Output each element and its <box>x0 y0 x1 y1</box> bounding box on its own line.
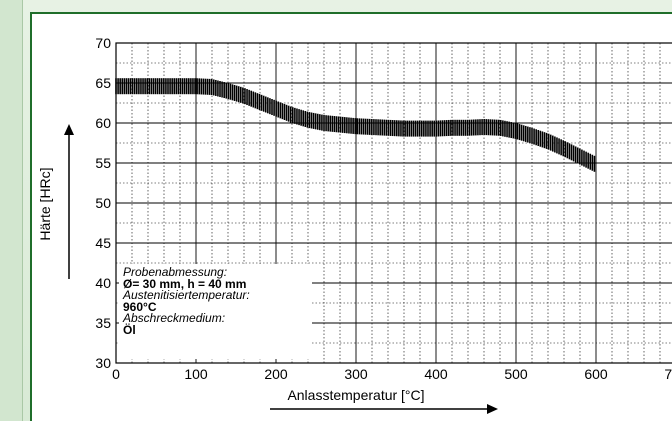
info-value-austenitizing: 960°C <box>123 299 157 314</box>
info-value-quench: Öl <box>123 322 136 337</box>
y-tick-label: 30 <box>95 355 111 371</box>
info-value-dimensions: Ø= 30 mm, h = 40 mm <box>123 276 247 291</box>
y-tick-label: 45 <box>95 235 111 251</box>
x-tick-label: 300 <box>344 366 368 382</box>
x-tick-label: 100 <box>184 366 208 382</box>
info-label-quench: Abschreckmedium: <box>123 311 226 326</box>
info-label-austenitizing: Austenitisiertemperatur: <box>123 288 250 303</box>
chart-panel: 0 100 200 300 400 500 600 700 30 35 40 45 50 55 60 65 70… <box>30 12 672 421</box>
y-tick-label: 40 <box>95 275 111 291</box>
x-tick-label: 200 <box>264 366 288 382</box>
x-tick-label: 400 <box>424 366 448 382</box>
info-label-dimensions: Probenabmessung: <box>123 265 228 279</box>
grid <box>116 43 672 363</box>
data-band <box>115 78 596 172</box>
y-axis-arrowhead <box>64 124 74 135</box>
y-tick-label: 60 <box>95 115 111 131</box>
x-axis-label: Anlasstemperatur [°C] <box>287 387 424 403</box>
y-tick-label: 50 <box>95 195 111 211</box>
chart-svg: 0 100 200 300 400 500 600 700 30 35 40 45 50 55 60 65 70… <box>37 35 672 414</box>
plot-border <box>115 42 672 364</box>
y-tick-label: 65 <box>95 75 111 91</box>
y-axis-label: Härte [HRc] <box>37 167 53 240</box>
x-tick-label: 600 <box>584 366 608 382</box>
tick-labels: 0 100 200 300 400 500 600 700 30 35 40 45 50 55 60 65 70 <box>95 35 672 382</box>
x-tick-label: 500 <box>504 366 528 382</box>
left-sidebar-strip <box>0 0 23 421</box>
x-tick-label: 0 <box>112 366 120 382</box>
specimen-info-box: Probenabmessung: Ø= 30 mm, h = 40 mm Aus… <box>119 264 312 359</box>
y-tick-label: 70 <box>95 35 111 51</box>
x-axis-arrowhead <box>487 404 498 414</box>
y-tick-label: 35 <box>95 315 111 331</box>
y-tick-label: 55 <box>95 155 111 171</box>
x-tick-label: 700 <box>664 366 672 382</box>
